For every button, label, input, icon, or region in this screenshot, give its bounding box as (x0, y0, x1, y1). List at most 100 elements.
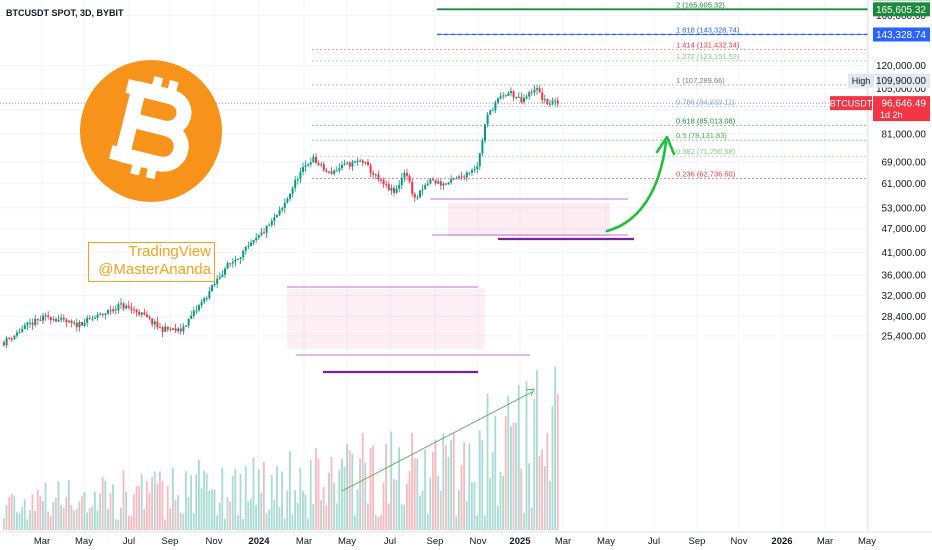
volume-bar (13, 496, 16, 530)
volume-bar (299, 467, 302, 530)
volume-trend-line (341, 391, 533, 492)
volume-bar (265, 513, 268, 530)
volume-bar (484, 515, 486, 530)
candle (356, 157, 359, 166)
volume-bar (174, 499, 177, 530)
volume-bar (114, 519, 117, 530)
volume-bar (211, 489, 213, 530)
candle (179, 323, 182, 335)
candle (507, 90, 510, 97)
volume-bar (351, 453, 354, 530)
candle (94, 315, 96, 320)
volume-bar (320, 500, 322, 530)
volume-bar (541, 449, 543, 530)
volume-bar (528, 463, 530, 530)
watermark: TradingView @MasterAnanda (88, 242, 215, 282)
candle (3, 339, 5, 347)
x-tick-label: May (858, 536, 876, 547)
candle (452, 177, 455, 180)
volume-bar (380, 514, 382, 530)
price-axis[interactable]: 240,000.00210,000.00160,000.00120,000.00… (830, 0, 932, 550)
candle (164, 322, 167, 332)
x-tick-label: Jul (123, 536, 135, 547)
fib-label: 0.5 (78,131.83) (676, 131, 727, 140)
volume-bar (393, 479, 395, 530)
volume-arrow-head (525, 388, 535, 397)
candle (445, 182, 447, 186)
candle (408, 173, 411, 184)
time-axis[interactable]: Mar May Jul Sep Nov 2024 Mar May Jul Sep Nov 2025 Ma… (0, 531, 932, 547)
volume-bar (229, 501, 231, 530)
volume-bar (86, 512, 88, 530)
candle (309, 157, 312, 168)
x-tick-label: Sep (689, 536, 706, 547)
x-tick-label: Jul (648, 536, 660, 547)
candle (478, 152, 481, 171)
candle (424, 183, 427, 190)
candle (5, 336, 8, 348)
volume-bar (476, 515, 478, 530)
volume-bar (291, 514, 294, 530)
candle (328, 170, 330, 175)
candle (81, 321, 83, 326)
x-tick-label: Sep (427, 536, 444, 547)
candle (96, 312, 99, 321)
candle (380, 177, 382, 184)
volume-bar (499, 471, 502, 530)
volume-bar (231, 475, 234, 530)
x-tick-label: Nov (470, 536, 487, 547)
price-tag-value: 143,328.74 (876, 30, 926, 41)
candle (530, 88, 533, 97)
candle (21, 325, 24, 333)
x-tick-label: May (597, 536, 615, 547)
price-tag-value: 165,605.32 (876, 5, 926, 16)
candle (484, 123, 486, 144)
candle (460, 172, 463, 181)
candle (315, 153, 317, 165)
y-tick-label: 47,000.00 (882, 224, 927, 235)
volume-bar (250, 499, 252, 530)
candle (205, 295, 208, 302)
y-tick-label: 69,000.00 (882, 157, 927, 168)
volume-bar (343, 466, 346, 530)
candle (533, 85, 536, 96)
candle (62, 314, 65, 323)
candle (463, 174, 466, 181)
candle (361, 159, 364, 167)
candle (260, 227, 263, 237)
volume-bar (29, 510, 31, 530)
volume-bar (322, 487, 325, 530)
candle (320, 161, 323, 168)
bitcoin-logo-icon (80, 60, 222, 202)
volume-bar (317, 458, 320, 530)
volume-bar (36, 489, 39, 530)
volume-bar (283, 518, 286, 530)
volume-bar (543, 466, 546, 530)
volume-bar (195, 474, 198, 530)
volume-bar (289, 450, 291, 530)
volume-bar (364, 462, 367, 530)
projection-arrow (605, 140, 668, 233)
candle (517, 92, 520, 98)
candle (489, 109, 492, 116)
candle (343, 159, 346, 166)
candle (473, 165, 476, 173)
volume-bar (278, 507, 281, 530)
volume-bar (486, 393, 489, 530)
candle (341, 161, 343, 171)
volume-bar (192, 512, 195, 530)
candle (133, 305, 135, 315)
volume-bar (68, 480, 70, 530)
candle (296, 176, 299, 185)
candle (471, 167, 473, 176)
volume-bar (185, 471, 187, 530)
volume-bar (122, 470, 125, 530)
volume-bar (447, 456, 450, 530)
candle (255, 232, 258, 244)
candle (101, 313, 104, 318)
candle (268, 222, 271, 227)
volume-bar (234, 468, 237, 530)
volume-bar (281, 471, 283, 530)
